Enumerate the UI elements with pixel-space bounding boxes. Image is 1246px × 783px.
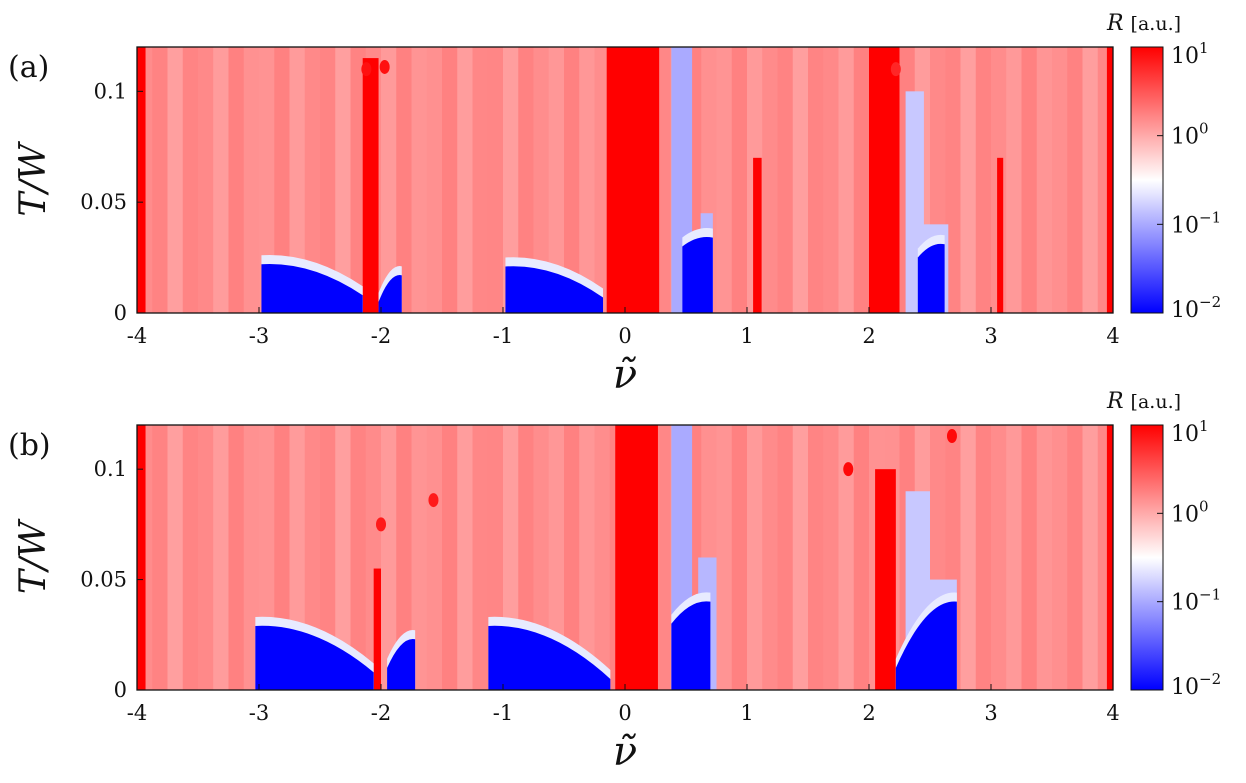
x-tick-label: -1 — [493, 324, 513, 348]
panel-b: -4 -3 -2 -1 0 1 2 3 4 0 0.05 0.1 ν̃ T/W (b) 101 100 10−1 1… — [8, 389, 1221, 775]
y-tick-label: 0.05 — [80, 568, 127, 592]
y-tick-label: 0 — [114, 301, 127, 325]
panel-label: (b) — [8, 428, 51, 463]
high-band — [1106, 47, 1113, 313]
low-dome — [488, 625, 611, 690]
x-tick-label: -1 — [493, 701, 513, 725]
x-tick-label: -4 — [127, 324, 147, 348]
x-axis-label: ν̃ — [613, 729, 637, 775]
y-axis-label: T/W — [13, 140, 54, 216]
y-axis-label: T/W — [13, 518, 54, 594]
high-band — [362, 58, 379, 313]
hot-spot — [843, 462, 854, 477]
high-band — [137, 47, 146, 313]
hot-spot — [890, 62, 901, 77]
x-tick-label: -3 — [249, 701, 269, 725]
high-band — [997, 157, 1004, 313]
low-dome — [671, 601, 711, 690]
hot-spot — [376, 517, 386, 532]
x-tick-label: 0 — [618, 324, 631, 348]
high-band — [373, 568, 381, 690]
colorbar — [1130, 424, 1164, 691]
panels: -4 -3 -2 -1 0 1 2 3 400.050.1ν̃T/W(a) 10110010−11… — [8, 11, 1221, 775]
x-tick-label: -4 — [127, 701, 147, 725]
x-tick-label: 4 — [1106, 324, 1119, 348]
low-dome — [378, 275, 402, 313]
colorbar — [1130, 46, 1164, 314]
low-dome — [682, 237, 713, 313]
hot-spot — [428, 493, 439, 508]
high-band — [875, 469, 896, 690]
x-tick-label: 3 — [984, 701, 997, 725]
colorbar-title: R [a.u.] — [1106, 389, 1181, 414]
colorbar-tick-label: 101 — [1171, 417, 1209, 447]
low-dome — [505, 266, 604, 313]
high-band — [137, 425, 146, 690]
hot-spot — [361, 62, 372, 77]
y-tick-label: 0.05 — [80, 190, 127, 214]
x-tick-label: 1 — [740, 324, 753, 348]
low-dome — [261, 263, 363, 313]
colorbar-tick-label: 101 — [1171, 39, 1209, 69]
x-tick-label: -2 — [371, 324, 391, 348]
y-tick-label: 0.1 — [94, 457, 127, 481]
panel-a: -4 -3 -2 -1 0 1 2 3 4 0 0.05 0.1 ν̃ T/W (a) 101 100 10−1 1… — [8, 11, 1221, 398]
x-tick-label: 2 — [862, 701, 875, 725]
x-tick-label: 1 — [740, 701, 753, 725]
high-band — [606, 47, 660, 313]
x-tick-label: 3 — [984, 324, 997, 348]
y-tick-label: 0 — [114, 678, 127, 702]
x-tick-label: -3 — [249, 324, 269, 348]
colorbar-tick-label: 10−1 — [1171, 586, 1221, 616]
panel-label: (a) — [8, 50, 49, 85]
hot-spot — [379, 59, 390, 74]
low-dome — [387, 638, 416, 690]
x-tick-label: -2 — [371, 701, 391, 725]
colorbar-tick-label: 100 — [1171, 497, 1209, 527]
colorbar-title: R [a.u.] — [1106, 11, 1181, 36]
high-band — [869, 47, 900, 313]
y-tick-label: 0.1 — [94, 79, 127, 103]
x-tick-label: 0 — [618, 701, 631, 725]
high-band — [615, 425, 658, 690]
heatmap-area — [137, 47, 1113, 313]
x-axis-label: ν̃ — [613, 352, 637, 398]
x-tick-label: 2 — [862, 324, 875, 348]
hot-spot — [946, 429, 957, 444]
heatmap-area — [137, 425, 1113, 690]
low-dome — [255, 625, 374, 690]
low-dome — [917, 243, 945, 313]
x-tick-label: 4 — [1106, 701, 1119, 725]
high-band — [1106, 425, 1113, 690]
colorbar-tick-label: 10−1 — [1171, 208, 1221, 238]
colorbar-tick-label: 10−2 — [1171, 670, 1221, 700]
heatmap-texture — [137, 425, 1113, 690]
low-dome — [895, 601, 957, 690]
colorbar-tick-label: 10−2 — [1171, 293, 1221, 323]
high-band — [753, 157, 762, 313]
colorbar-tick-label: 100 — [1171, 120, 1209, 150]
